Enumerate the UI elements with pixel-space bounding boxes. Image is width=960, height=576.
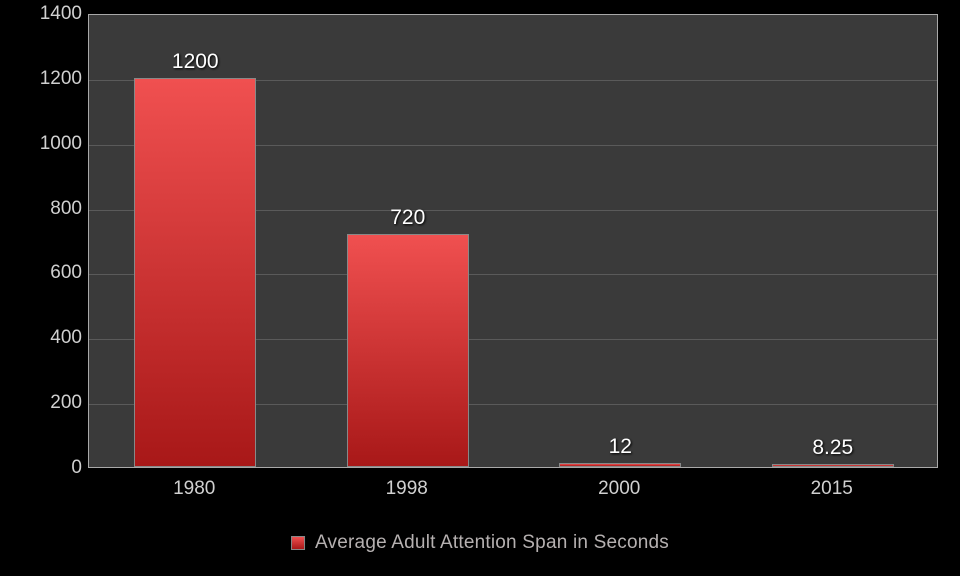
x-tick-label: 1998 xyxy=(347,478,467,500)
data-label: 12 xyxy=(609,435,632,459)
bar xyxy=(134,78,256,467)
bar xyxy=(347,234,469,467)
y-tick-label: 0 xyxy=(22,457,82,479)
y-tick-label: 800 xyxy=(22,198,82,220)
legend-label: Average Adult Attention Span in Seconds xyxy=(315,532,669,554)
data-label: 720 xyxy=(390,206,425,230)
bar xyxy=(772,464,894,467)
plot-area: 1200 720 12 8.25 xyxy=(88,14,938,468)
data-label: 1200 xyxy=(172,50,219,74)
legend-swatch-icon xyxy=(291,536,305,550)
x-tick-label: 1980 xyxy=(134,478,254,500)
bar xyxy=(559,463,681,467)
y-tick-label: 1400 xyxy=(22,3,82,25)
y-tick-label: 1200 xyxy=(22,68,82,90)
legend: Average Adult Attention Span in Seconds xyxy=(291,532,669,554)
chart-container: 1200720128.25 0200400600800100012001400 … xyxy=(0,0,960,576)
x-tick-label: 2000 xyxy=(559,478,679,500)
y-tick-label: 200 xyxy=(22,392,82,414)
y-tick-label: 400 xyxy=(22,327,82,349)
y-tick-label: 1000 xyxy=(22,133,82,155)
y-tick-label: 600 xyxy=(22,262,82,284)
data-label: 8.25 xyxy=(812,436,853,460)
x-tick-label: 2015 xyxy=(772,478,892,500)
